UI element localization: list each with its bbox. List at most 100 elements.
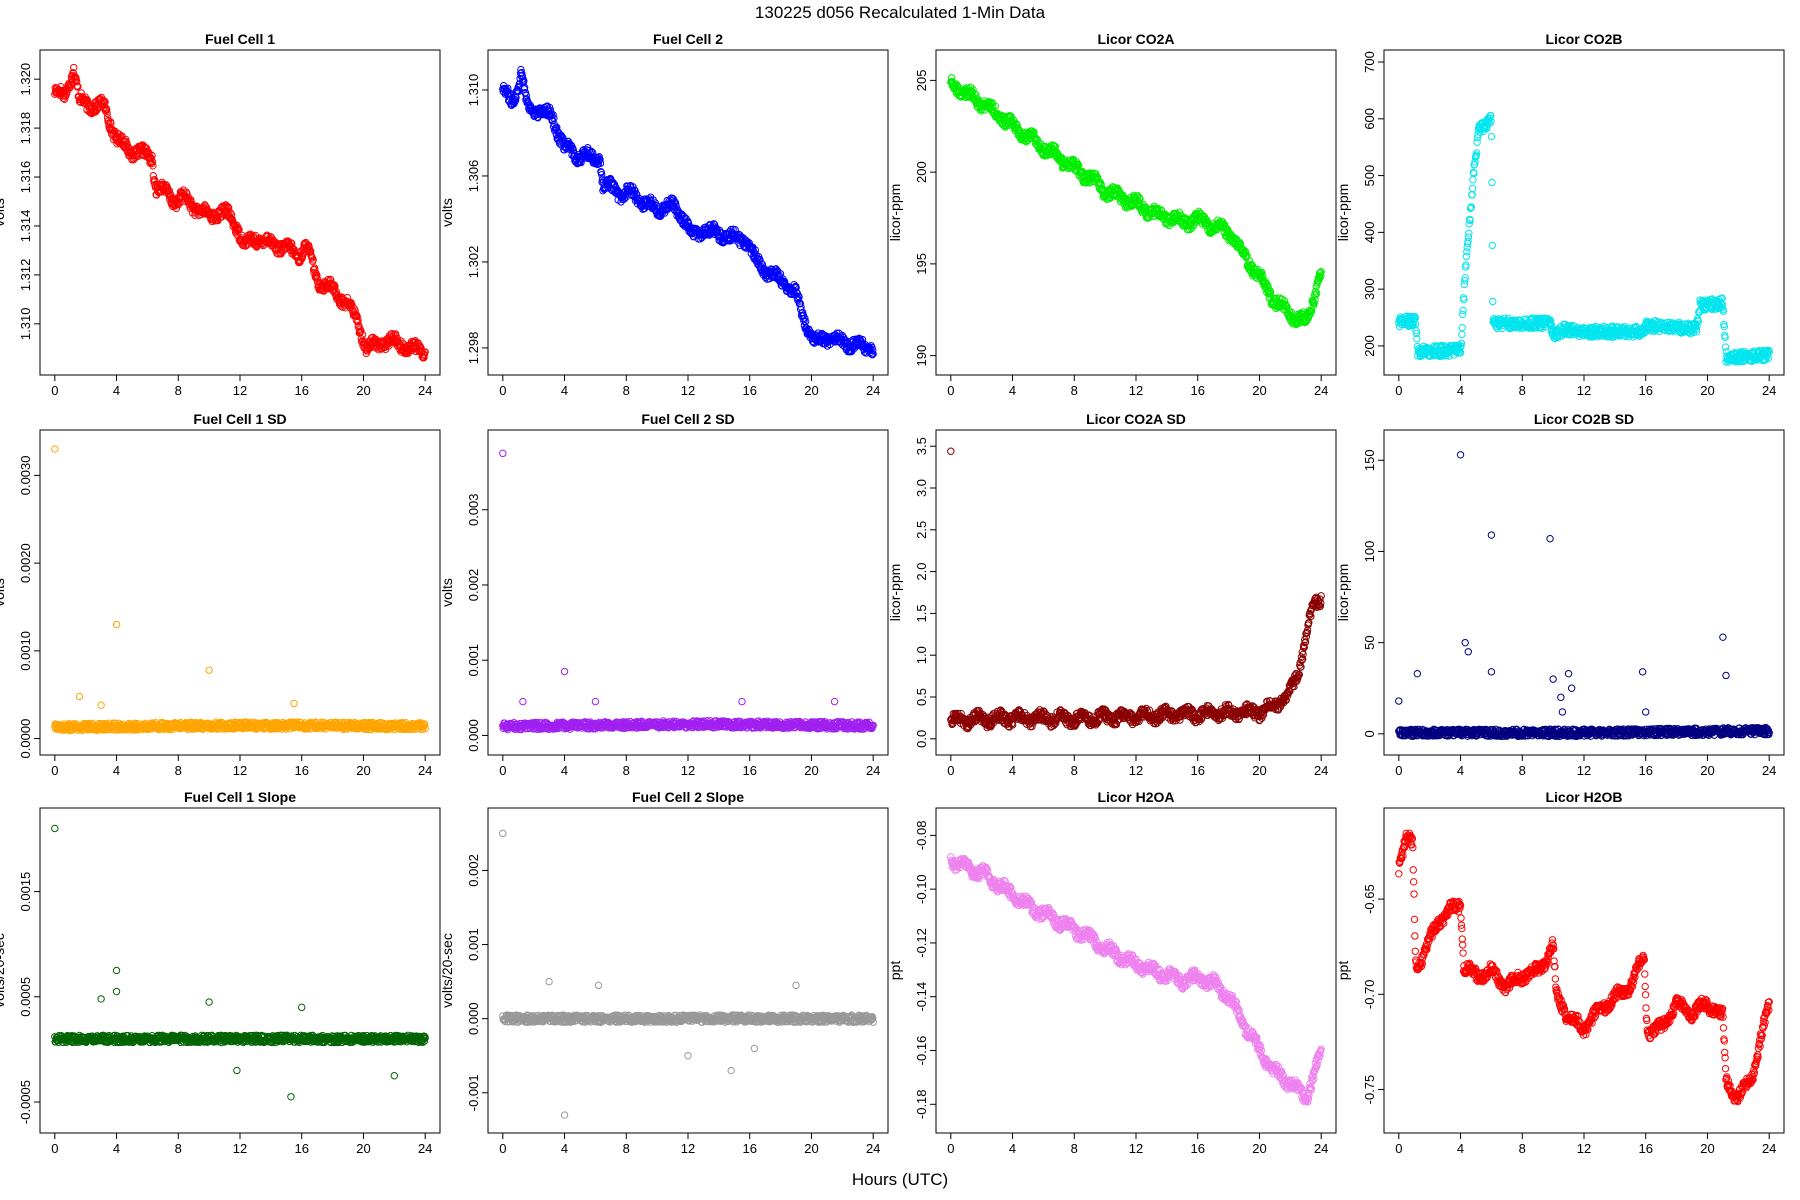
x-tick-label: 4 [1457,383,1464,398]
x-tick-label: 4 [561,383,568,398]
x-tick-label: 12 [1129,383,1143,398]
x-axis-title: Hours (UTC) [852,1170,948,1189]
x-tick-label: 20 [356,763,370,778]
x-tick-label: 8 [623,383,630,398]
x-tick-label: 8 [175,383,182,398]
data-point [74,82,82,91]
data-point-outlier [112,620,121,629]
y-tick-label: 0.0020 [18,543,33,583]
x-tick-label: 4 [561,763,568,778]
x-tick-label: 8 [1071,383,1078,398]
data-point [1465,229,1473,237]
data-point [330,281,338,289]
plot-frame [487,429,889,756]
x-tick-label: 0 [51,383,58,398]
panel-title: Licor CO2A [1097,31,1174,47]
x-tick-label: 0 [51,763,58,778]
y-tick-label: 0.0010 [18,631,33,671]
y-tick-label: 1.298 [466,332,481,365]
data-point [170,199,178,208]
panel-title: Licor CO2B [1545,31,1622,47]
y-tick-label: 0.000 [466,719,481,752]
data-point-outlier [205,666,213,674]
y-tick-label: 0.0030 [18,455,33,495]
y-axis-label: licor-ppm [887,184,903,242]
data-point-outlier [51,445,59,453]
y-tick-label: 1.320 [18,63,33,96]
x-tick-label: 4 [113,763,120,778]
data-points [499,65,877,359]
x-tick-label: 24 [418,383,432,398]
y-tick-label: 1.314 [18,210,33,243]
x-tick-label: 8 [175,763,182,778]
x-tick-label: 0 [499,763,506,778]
y-tick-label: 1.312 [18,259,33,292]
x-tick-label: 12 [233,763,247,778]
y-tick-label: 0.0000 [18,719,33,759]
y-tick-label: 700 [1362,51,1377,73]
data-point [103,106,111,114]
data-point [1469,176,1477,184]
x-tick-label: 16 [742,763,756,778]
x-tick-label: 20 [1252,383,1266,398]
data-point [103,109,111,118]
x-tick-label: 24 [1314,383,1328,398]
y-axis-label: volts [0,198,7,227]
data-point [183,190,191,198]
data-point [1488,178,1496,187]
data-point-outlier [290,699,298,708]
x-tick-label: 24 [866,383,880,398]
x-tick-label: 0 [499,383,506,398]
data-point [208,217,216,226]
data-point [1458,330,1466,339]
x-tick-label: 20 [804,763,818,778]
data-point [86,109,95,117]
y-tick-label: 300 [1362,278,1377,300]
x-tick-label: 16 [294,383,308,398]
data-point [306,247,315,255]
y-axis-label: volts [439,198,455,227]
data-points [499,449,877,734]
x-tick-label: 20 [804,383,818,398]
y-tick-label: 400 [1362,222,1377,244]
data-points [947,74,1325,329]
y-tick-label: 0.003 [466,493,481,526]
data-point-outlier [75,692,84,701]
data-points [51,445,429,735]
x-tick-label: 20 [356,383,370,398]
y-axis-label: licor-ppm [1335,184,1351,242]
data-point [1468,184,1477,193]
data-point [1488,241,1497,250]
data-point [1459,306,1467,315]
y-tick-label: 190 [914,345,929,367]
data-point [224,204,233,212]
y-tick-label: 0.002 [466,569,481,602]
y-axis-label: volts [0,578,7,607]
panel-title: Fuel Cell 1 SD [193,411,286,427]
x-tick-label: 16 [1638,383,1652,398]
x-tick-label: 0 [947,383,954,398]
main-title: 130225 d056 Recalculated 1-Min Data [755,3,1046,22]
data-point [311,264,319,272]
y-axis-label: volts [439,578,455,607]
y-tick-label: 1.318 [18,112,33,145]
y-tick-label: 205 [914,70,929,92]
x-tick-label: 4 [1009,383,1016,398]
data-point [227,210,236,219]
data-point-outlier [97,701,105,709]
y-tick-label: 1.310 [18,308,33,341]
data-point [147,154,155,163]
x-tick-label: 16 [294,763,308,778]
x-tick-label: 12 [233,383,247,398]
data-point [148,157,157,166]
data-point [172,204,181,213]
plot-frame [39,429,441,756]
x-tick-label: 8 [623,763,630,778]
y-tick-label: 1.310 [466,74,481,107]
